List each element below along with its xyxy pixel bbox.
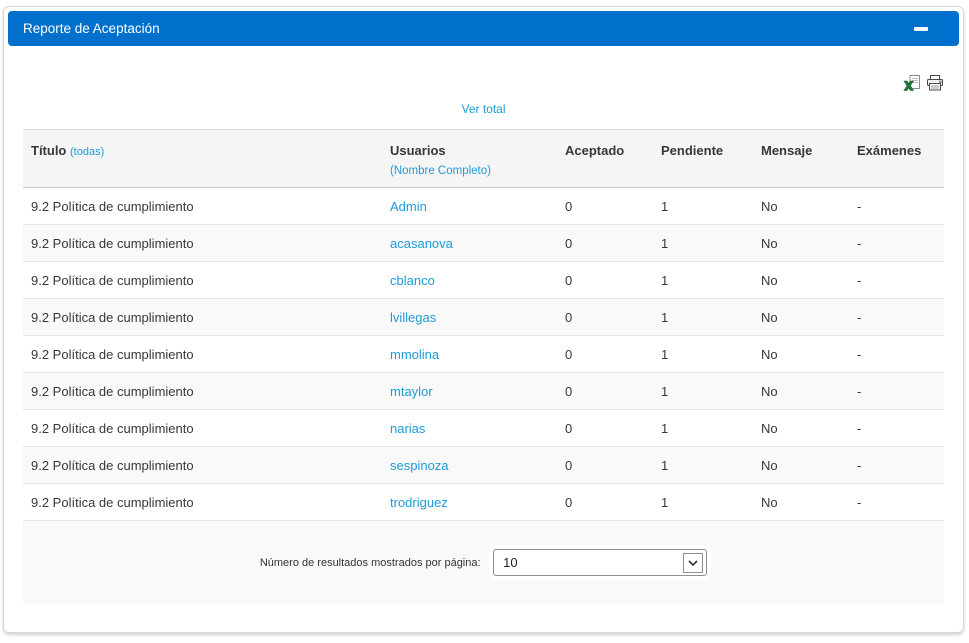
row-pendiente: 1 xyxy=(653,335,753,373)
row-pendiente: 1 xyxy=(653,409,753,447)
pagination-row: Número de resultados mostrados por págin… xyxy=(23,520,944,604)
row-examenes: - xyxy=(849,335,944,373)
row-mensaje: No xyxy=(753,372,849,410)
row-aceptado: 0 xyxy=(557,483,653,521)
row-aceptado: 0 xyxy=(557,446,653,484)
titulo-header-label: Título xyxy=(31,143,67,158)
row-titulo: 9.2 Política de cumplimiento xyxy=(23,335,382,373)
panel-body: Ver total Título (todas) Usuarios (Nombr… xyxy=(4,74,963,604)
export-toolbar xyxy=(23,74,944,92)
row-aceptado: 0 xyxy=(557,372,653,410)
row-aceptado: 0 xyxy=(557,261,653,299)
table-row: 9.2 Política de cumplimiento Admin 0 1 N… xyxy=(23,187,944,225)
row-titulo: 9.2 Política de cumplimiento xyxy=(23,261,382,299)
row-pendiente: 1 xyxy=(653,261,753,299)
usuarios-fullname-link[interactable]: (Nombre Completo) xyxy=(390,165,491,177)
row-user-link[interactable]: trodriguez xyxy=(390,494,448,510)
collapse-button[interactable] xyxy=(906,19,936,39)
chevron-down-icon xyxy=(683,552,704,573)
table-row: 9.2 Política de cumplimiento mtaylor 0 1… xyxy=(23,372,944,410)
row-examenes: - xyxy=(849,372,944,410)
row-aceptado: 0 xyxy=(557,335,653,373)
row-mensaje: No xyxy=(753,187,849,225)
table-row: 9.2 Política de cumplimiento narias 0 1 … xyxy=(23,409,944,447)
table-row: 9.2 Política de cumplimiento trodriguez … xyxy=(23,483,944,521)
row-pendiente: 1 xyxy=(653,187,753,225)
per-page-label: Número de resultados mostrados por págin… xyxy=(259,556,481,569)
row-user-link[interactable]: mmolina xyxy=(390,346,440,362)
row-examenes: - xyxy=(849,483,944,521)
view-total-link[interactable]: Ver total xyxy=(461,102,506,116)
column-header-pendiente: Pendiente xyxy=(653,129,753,188)
row-examenes: - xyxy=(849,446,944,484)
column-header-usuarios: Usuarios (Nombre Completo) xyxy=(382,129,557,188)
row-examenes: - xyxy=(849,261,944,299)
minus-icon xyxy=(914,26,928,31)
row-mensaje: No xyxy=(753,483,849,521)
row-mensaje: No xyxy=(753,446,849,484)
table-row: 9.2 Política de cumplimiento sespinoza 0… xyxy=(23,446,944,484)
printer-icon[interactable] xyxy=(926,74,944,92)
row-titulo: 9.2 Política de cumplimiento xyxy=(23,409,382,447)
row-user-link[interactable]: acasanova xyxy=(390,235,453,251)
row-titulo: 9.2 Política de cumplimiento xyxy=(23,446,382,484)
row-aceptado: 0 xyxy=(557,187,653,225)
table-row: 9.2 Política de cumplimiento cblanco 0 1… xyxy=(23,261,944,299)
row-examenes: - xyxy=(849,187,944,225)
per-page-select[interactable]: 10 xyxy=(493,549,708,576)
row-user-link[interactable]: mtaylor xyxy=(390,383,433,399)
row-user-link[interactable]: lvillegas xyxy=(390,309,437,325)
row-user-link[interactable]: sespinoza xyxy=(390,457,449,473)
row-user-link[interactable]: cblanco xyxy=(390,272,435,288)
row-aceptado: 0 xyxy=(557,409,653,447)
row-user-link[interactable]: narias xyxy=(390,420,426,436)
row-mensaje: No xyxy=(753,335,849,373)
row-titulo: 9.2 Política de cumplimiento xyxy=(23,224,382,262)
row-pendiente: 1 xyxy=(653,372,753,410)
row-pendiente: 1 xyxy=(653,224,753,262)
row-examenes: - xyxy=(849,298,944,336)
table-row: 9.2 Política de cumplimiento acasanova 0… xyxy=(23,224,944,262)
row-titulo: 9.2 Política de cumplimiento xyxy=(23,372,382,410)
column-header-aceptado: Aceptado xyxy=(557,129,653,188)
row-mensaje: No xyxy=(753,409,849,447)
row-aceptado: 0 xyxy=(557,298,653,336)
column-header-mensaje: Mensaje xyxy=(753,129,849,188)
row-titulo: 9.2 Política de cumplimiento xyxy=(23,483,382,521)
usuarios-header-label: Usuarios xyxy=(390,143,446,158)
row-mensaje: No xyxy=(753,261,849,299)
panel-title: Reporte de Aceptación xyxy=(23,21,160,36)
acceptance-report-table: Título (todas) Usuarios (Nombre Completo… xyxy=(23,129,944,604)
row-aceptado: 0 xyxy=(557,224,653,262)
row-examenes: - xyxy=(849,409,944,447)
table-row: 9.2 Política de cumplimiento mmolina 0 1… xyxy=(23,335,944,373)
row-pendiente: 1 xyxy=(653,483,753,521)
panel-header: Reporte de Aceptación xyxy=(8,11,959,46)
excel-export-icon[interactable] xyxy=(903,74,921,92)
report-panel: Reporte de Aceptación xyxy=(3,6,964,633)
row-titulo: 9.2 Política de cumplimiento xyxy=(23,187,382,225)
row-pendiente: 1 xyxy=(653,446,753,484)
row-mensaje: No xyxy=(753,224,849,262)
row-user-link[interactable]: Admin xyxy=(390,198,427,214)
titulo-filter-link[interactable]: (todas) xyxy=(70,146,105,158)
column-header-examenes: Exámenes xyxy=(849,129,944,188)
row-titulo: 9.2 Política de cumplimiento xyxy=(23,298,382,336)
per-page-selected-value: 10 xyxy=(503,555,518,570)
row-mensaje: No xyxy=(753,298,849,336)
row-pendiente: 1 xyxy=(653,298,753,336)
column-header-titulo: Título (todas) xyxy=(23,129,382,188)
table-row: 9.2 Política de cumplimiento lvillegas 0… xyxy=(23,298,944,336)
table-header-row: Título (todas) Usuarios (Nombre Completo… xyxy=(23,129,944,188)
row-examenes: - xyxy=(849,224,944,262)
